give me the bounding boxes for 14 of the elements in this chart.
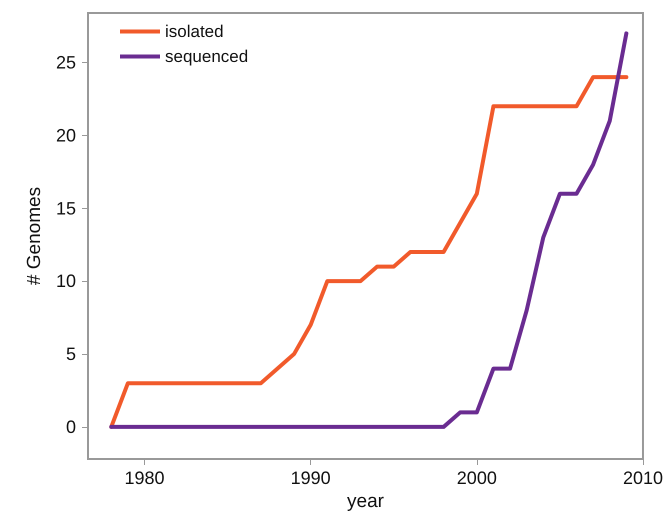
y-tick-label: 25 [56,52,76,73]
x-tick-label: 1980 [124,468,165,488]
y-tick-label: 0 [66,416,76,437]
y-tick-label: 10 [56,271,76,292]
legend-label: isolated [165,22,224,41]
x-axis-title: year [347,491,385,512]
x-tick-label: 2010 [622,468,663,488]
x-tick-label: 1990 [290,468,331,488]
y-axis-title: # Genomes [24,186,45,286]
x-tick-label: 2000 [456,468,497,488]
y-tick-label: 15 [56,198,76,218]
y-tick-label: 5 [66,344,76,364]
y-tick-label: 20 [56,125,76,146]
legend-label: sequenced [165,47,248,66]
